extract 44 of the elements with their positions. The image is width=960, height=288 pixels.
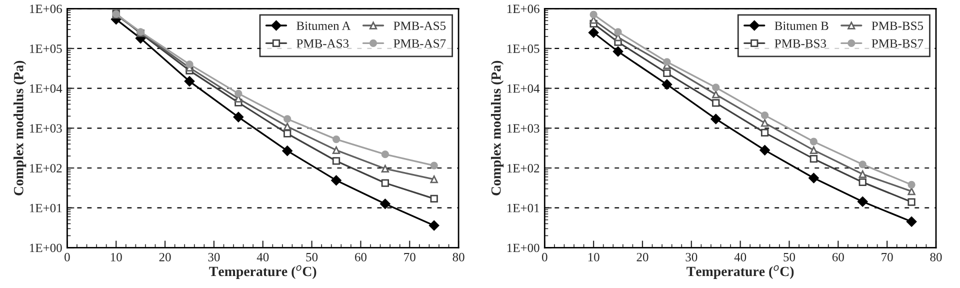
x-tick-label: 0 (542, 252, 548, 262)
legend-label: Bitumen A (296, 22, 351, 30)
x-axis-title: Temperature ($^{o}$C) (209, 265, 316, 279)
x-tick-label: 80 (452, 252, 464, 262)
legend-label: PMB-AS5 (394, 22, 446, 30)
x-tick-label: 10 (110, 252, 122, 262)
x-tick-label: 30 (208, 252, 220, 262)
x-tick-label: 0 (64, 252, 70, 262)
x-axis-title: Temperature ($^{o}$C) (686, 265, 794, 279)
y-tick-label: 1E+04 (507, 84, 540, 93)
y-tick-label: 1E+06 (507, 4, 540, 14)
y-tick-label: 1E+03 (30, 124, 62, 133)
y-tick-label: 1E+02 (30, 164, 62, 172)
x-tick-label: 20 (159, 252, 171, 262)
y-axis-title: Complex modulus (Pa) (490, 60, 504, 196)
x-tick-label: 30 (686, 252, 698, 262)
x-tick-label: 70 (404, 252, 416, 262)
y-tick-label: 1E+05 (507, 44, 540, 53)
x-tick-label: 20 (636, 252, 648, 262)
y-tick-label: 1E+00 (507, 244, 540, 252)
x-tick-label: 70 (882, 252, 893, 262)
x-tick-label: 60 (355, 252, 366, 262)
y-tick-label: 1E+03 (507, 124, 540, 133)
x-tick-label: 60 (832, 252, 844, 262)
x-tick-label: 50 (306, 252, 318, 262)
x-tick-label: 50 (784, 252, 796, 262)
legend-label: PMB-BS3 (774, 39, 826, 48)
legend-label: PMB-AS3 (296, 39, 349, 48)
legend-label: Bitumen B (774, 22, 828, 30)
x-tick-label: 40 (734, 252, 746, 262)
y-tick-label: 1E+01 (30, 204, 62, 212)
y-tick-label: 1E+05 (30, 44, 62, 53)
y-tick-label: 1E+00 (30, 244, 62, 252)
legend-label: PMB-BS7 (872, 39, 924, 48)
x-tick-label: 40 (256, 252, 269, 262)
x-tick-label: 80 (930, 252, 942, 262)
legend-label: PMB-BS5 (872, 22, 924, 30)
legend-label: PMB-AS7 (394, 39, 446, 48)
y-tick-label: 1E+04 (30, 84, 62, 93)
x-tick-label: 10 (588, 252, 600, 262)
y-tick-label: 1E+06 (30, 4, 62, 14)
y-tick-label: 1E+01 (507, 204, 540, 212)
y-axis-title: Complex modulus (Pa) (14, 60, 26, 196)
y-tick-label: 1E+02 (507, 164, 540, 172)
